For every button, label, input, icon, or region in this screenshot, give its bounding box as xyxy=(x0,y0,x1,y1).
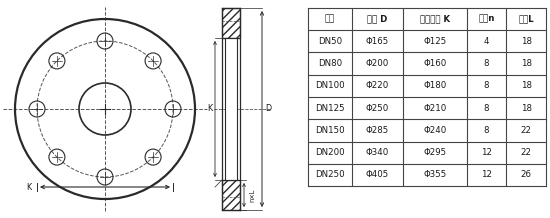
Text: Φ125: Φ125 xyxy=(423,37,447,46)
Bar xyxy=(225,38,237,180)
Text: Φ240: Φ240 xyxy=(423,126,447,135)
Text: D: D xyxy=(265,104,271,114)
Text: Φ355: Φ355 xyxy=(423,170,447,179)
Text: Φ180: Φ180 xyxy=(423,81,447,90)
Text: 中心孔距 K: 中心孔距 K xyxy=(420,15,450,24)
Text: 孔数n: 孔数n xyxy=(478,15,494,24)
Text: 8: 8 xyxy=(484,81,490,90)
Text: 18: 18 xyxy=(521,59,532,68)
Text: DN250: DN250 xyxy=(315,170,345,179)
Text: DN150: DN150 xyxy=(315,126,345,135)
Text: 18: 18 xyxy=(521,81,532,90)
Text: Φ285: Φ285 xyxy=(366,126,389,135)
Text: K: K xyxy=(26,182,31,191)
Text: DN200: DN200 xyxy=(315,148,345,157)
Text: Φ220: Φ220 xyxy=(366,81,389,90)
Text: DN80: DN80 xyxy=(318,59,342,68)
Text: 8: 8 xyxy=(484,104,490,113)
Text: DN125: DN125 xyxy=(315,104,345,113)
Text: Φ200: Φ200 xyxy=(366,59,389,68)
Text: 4: 4 xyxy=(484,37,490,46)
Text: 8: 8 xyxy=(484,126,490,135)
Text: G1¼A: G1¼A xyxy=(228,90,234,108)
Text: 12: 12 xyxy=(481,170,492,179)
Text: 8: 8 xyxy=(484,59,490,68)
Text: Φ405: Φ405 xyxy=(366,170,389,179)
Text: 规格: 规格 xyxy=(325,15,335,24)
Text: Φ160: Φ160 xyxy=(423,59,447,68)
Text: n×L: n×L xyxy=(249,188,255,202)
Text: K: K xyxy=(207,104,212,114)
Text: Φ250: Φ250 xyxy=(366,104,389,113)
Text: Φ295: Φ295 xyxy=(423,148,446,157)
Bar xyxy=(222,8,240,38)
Text: 26: 26 xyxy=(521,170,532,179)
Text: 18: 18 xyxy=(521,104,532,113)
Text: 18: 18 xyxy=(521,37,532,46)
Text: 孔径L: 孔径L xyxy=(518,15,534,24)
Text: 22: 22 xyxy=(521,126,532,135)
Bar xyxy=(222,180,240,210)
Text: DN100: DN100 xyxy=(315,81,345,90)
Text: DN50: DN50 xyxy=(318,37,342,46)
Text: 22: 22 xyxy=(521,148,532,157)
Text: 12: 12 xyxy=(481,148,492,157)
Text: 外径 D: 外径 D xyxy=(367,15,388,24)
Text: Φ210: Φ210 xyxy=(423,104,447,113)
Text: Φ340: Φ340 xyxy=(366,148,389,157)
Text: Φ165: Φ165 xyxy=(366,37,389,46)
